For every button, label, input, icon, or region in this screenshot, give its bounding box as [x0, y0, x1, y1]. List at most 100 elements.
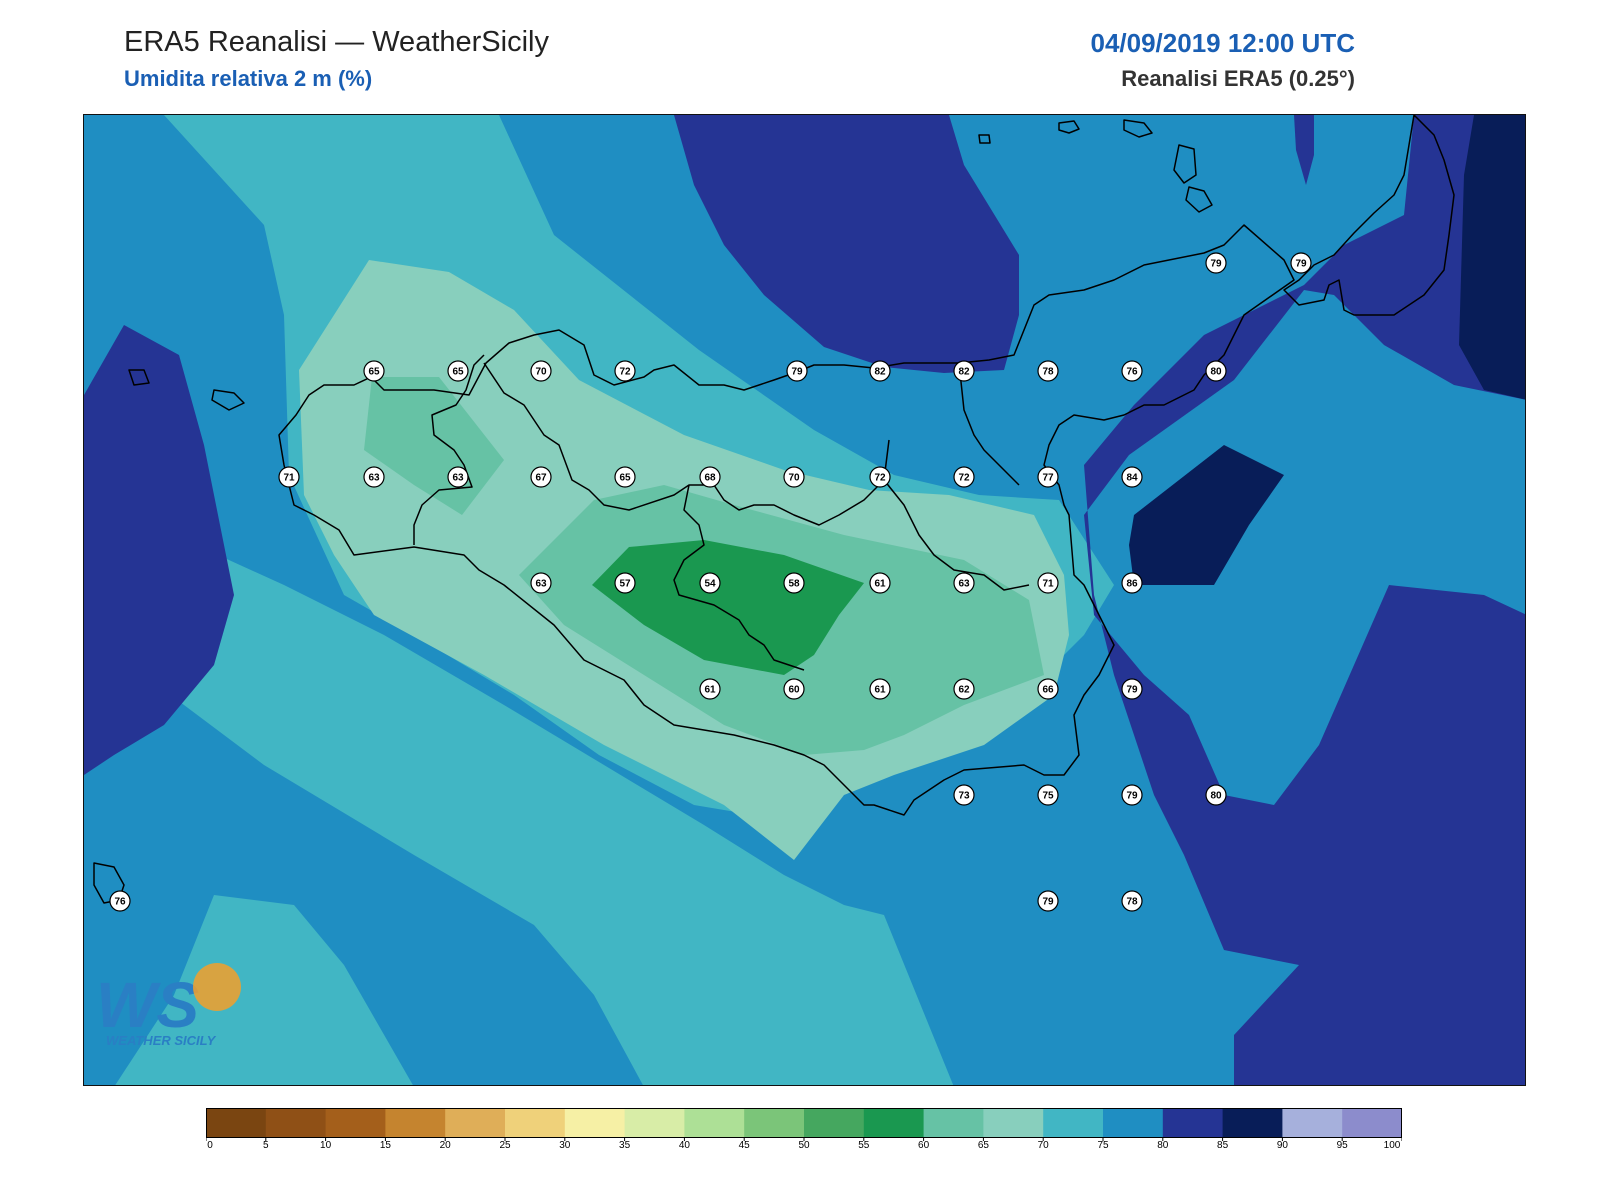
station-circle	[1121, 890, 1143, 912]
station-marker: 57	[614, 572, 636, 594]
station-value: 79	[1126, 791, 1138, 802]
colorbar-tick-label: 35	[619, 1140, 631, 1148]
station-circle	[1121, 466, 1143, 488]
station-marker: 79	[1205, 252, 1227, 274]
station-circle	[530, 572, 552, 594]
colorbar-tick-label: 10	[320, 1140, 332, 1148]
colorbar-tick-label: 85	[1217, 1140, 1229, 1148]
rh-band-80-85-west	[84, 325, 234, 775]
colorbar-cell	[863, 1108, 925, 1138]
station-value: 77	[1042, 473, 1054, 484]
station-value: 57	[619, 579, 631, 590]
station-marker: 61	[869, 678, 891, 700]
colorbar-tick-label: 20	[440, 1140, 452, 1148]
station-marker: 63	[530, 572, 552, 594]
station-marker: 68	[699, 466, 721, 488]
station-circle	[1121, 784, 1143, 806]
station-value: 84	[1126, 473, 1138, 484]
station-circle	[1037, 572, 1059, 594]
rh-band-70-75-lower	[84, 535, 954, 1085]
station-marker: 66	[1037, 678, 1059, 700]
station-marker: 72	[953, 466, 975, 488]
station-marker: 71	[278, 466, 300, 488]
weathersicily-logo: WS WEATHER SICILY	[96, 963, 241, 1048]
logo-letters: WS	[96, 969, 199, 1041]
station-marker: 79	[1290, 252, 1312, 274]
colorbar-frame	[206, 1108, 1402, 1138]
station-value: 76	[1126, 367, 1138, 378]
colorbar-cell	[265, 1108, 327, 1138]
station-marker: 70	[783, 466, 805, 488]
station-marker: 63	[447, 466, 469, 488]
rh-band-70-75-bottom-left	[115, 895, 413, 1085]
colorbar-cell	[744, 1108, 805, 1138]
station-marker: 54	[699, 572, 721, 594]
station-value: 71	[1042, 579, 1054, 590]
station-value: 63	[958, 579, 970, 590]
colorbar-tick-label: 40	[679, 1140, 691, 1148]
station-value: 72	[619, 367, 631, 378]
station-circle	[1205, 252, 1227, 274]
colorbar-ticks: 0 5 10 15 20 25 30 35 40 45 50 55 60 65 70 75 80 85 90 95 10…	[206, 1138, 1402, 1148]
station-circle	[1205, 784, 1227, 806]
map-title: ERA5 Reanalisi — WeatherSicily	[124, 26, 549, 58]
station-marker: 62	[953, 678, 975, 700]
colorbar-cell	[505, 1108, 566, 1138]
station-marker: 79	[1121, 784, 1143, 806]
colorbar-cell	[1282, 1108, 1343, 1138]
station-marker: 71	[1037, 572, 1059, 594]
station-value: 79	[1210, 259, 1222, 270]
station-value: 65	[619, 473, 631, 484]
station-value: 66	[1042, 685, 1054, 696]
station-value: 75	[1042, 791, 1054, 802]
station-value: 60	[788, 685, 800, 696]
station-circle	[869, 678, 891, 700]
colorbar-tick-label: 45	[739, 1140, 751, 1148]
logo-caption: WEATHER SICILY	[106, 1033, 217, 1048]
station-marker: 79	[1037, 890, 1059, 912]
station-marker: 70	[530, 360, 552, 382]
colorbar-tick-label: 55	[858, 1140, 870, 1148]
colorbar-cell	[385, 1108, 446, 1138]
station-circle	[109, 890, 131, 912]
station-value: 61	[874, 685, 886, 696]
colorbar-tick-label: 75	[1097, 1140, 1109, 1148]
station-circle	[447, 466, 469, 488]
colorbar-tick-label: 90	[1277, 1140, 1289, 1148]
station-circle	[1037, 890, 1059, 912]
colorbar-tick-label: 5	[263, 1140, 269, 1148]
station-circle	[530, 360, 552, 382]
station-circle	[953, 360, 975, 382]
station-circle	[1290, 252, 1312, 274]
station-marker: 63	[953, 572, 975, 594]
data-source-label: Reanalisi ERA5 (0.25°)	[1121, 66, 1355, 91]
station-marker: 79	[1121, 678, 1143, 700]
sun-icon	[193, 963, 241, 1011]
colorbar-cell	[983, 1108, 1044, 1138]
station-value: 82	[874, 367, 886, 378]
station-marker: 84	[1121, 466, 1143, 488]
coastline-sicily	[93, 115, 1455, 904]
station-marker: 65	[614, 466, 636, 488]
station-circle	[699, 466, 721, 488]
station-value: 61	[704, 685, 716, 696]
colorbar-cell	[564, 1108, 626, 1138]
station-circle	[1037, 678, 1059, 700]
station-circle	[783, 678, 805, 700]
station-circle	[783, 466, 805, 488]
colorbar-tick-label: 60	[918, 1140, 930, 1148]
colorbar-cell	[804, 1108, 865, 1138]
station-value: 82	[958, 367, 970, 378]
colorbar-tick-label: 70	[1038, 1140, 1050, 1148]
station-value: 58	[788, 579, 800, 590]
station-value: 62	[958, 685, 970, 696]
colorbar-tick-label: 65	[978, 1140, 990, 1148]
station-value: 72	[958, 473, 970, 484]
station-value: 63	[368, 473, 380, 484]
station-marker: 80	[1205, 360, 1227, 382]
station-value: 61	[874, 579, 886, 590]
station-marker: 65	[363, 360, 385, 382]
station-circle	[699, 678, 721, 700]
colorbar-cell	[1222, 1108, 1283, 1138]
colorbar-tick-label: 95	[1337, 1140, 1349, 1148]
